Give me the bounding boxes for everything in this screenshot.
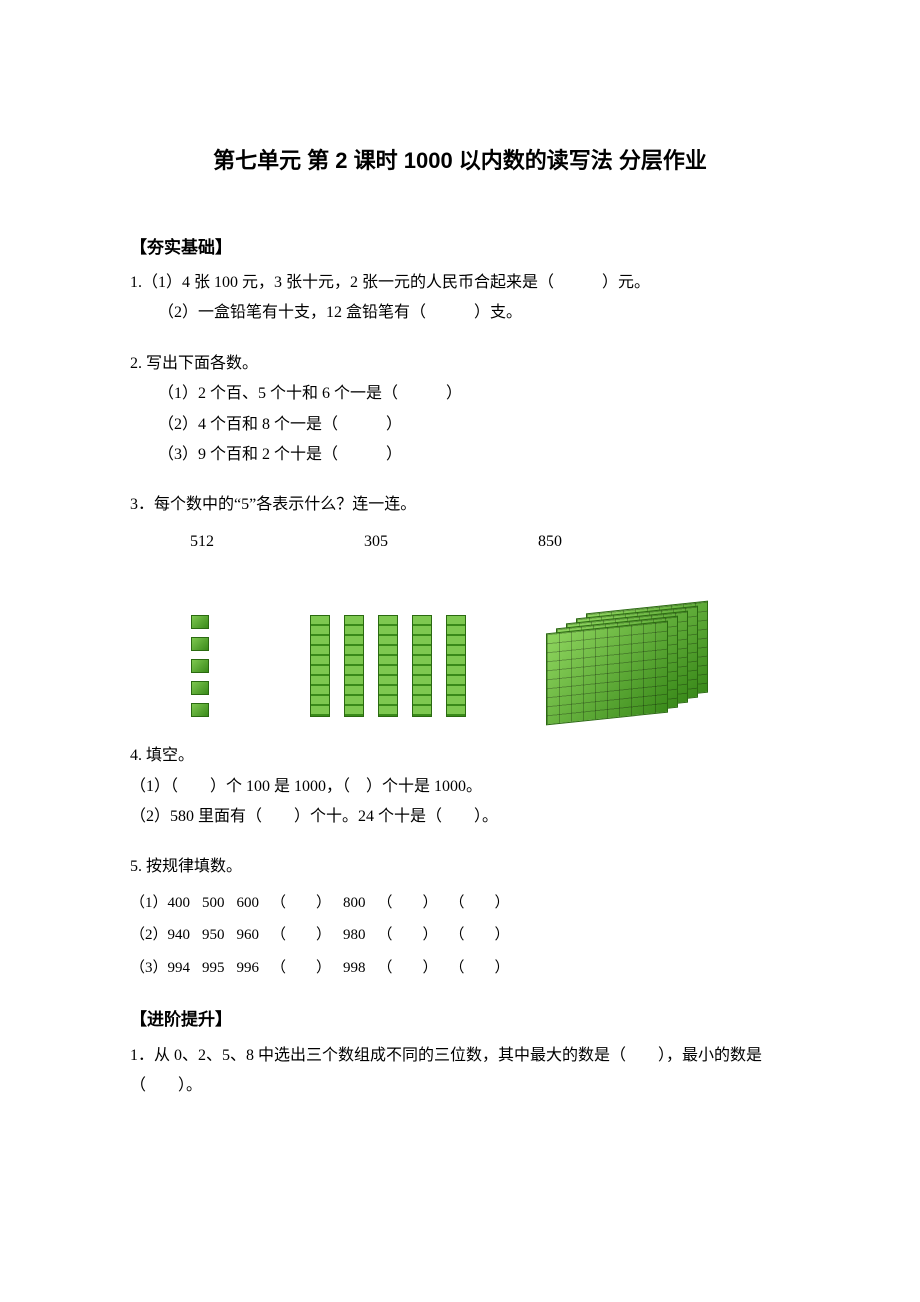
q5-row-2: （2）940 950 960 （ ） 980 （ ） （ ） bbox=[130, 919, 522, 952]
cell: （ ） bbox=[450, 919, 522, 952]
tens-rods-icon bbox=[310, 615, 466, 717]
q4-b: （2）580 里面有（ ）个十。24 个十是（ ）。 bbox=[130, 802, 790, 832]
q5-row-1: （1）400 500 600 （ ） 800 （ ） （ ） bbox=[130, 887, 522, 920]
ones-blocks-icon bbox=[170, 615, 230, 717]
q2-c: （3）9 个百和 2 个十是（ ） bbox=[130, 440, 790, 470]
cell: 600 bbox=[237, 887, 272, 920]
q1: 1.（1）4 张 100 元，3 张十元，2 张一元的人民币合起来是（ ）元。 … bbox=[130, 268, 790, 329]
cell: （ ） bbox=[271, 887, 343, 920]
cell: 960 bbox=[237, 919, 272, 952]
cell: （ ） bbox=[378, 919, 450, 952]
hundreds-flats-icon bbox=[546, 607, 716, 717]
section-head-foundation: 【夯实基础】 bbox=[130, 232, 790, 264]
q4-a: （1）（ ）个 100 是 1000，（ ）个十是 1000。 bbox=[130, 772, 790, 802]
cell: 980 bbox=[343, 919, 378, 952]
cell: （3）994 bbox=[130, 952, 202, 985]
cell: （1）400 bbox=[130, 887, 202, 920]
q2: 2. 写出下面各数。 （1）2 个百、5 个十和 6 个一是（ ） （2）4 个… bbox=[130, 349, 790, 471]
q3-num-305: 305 bbox=[364, 527, 388, 557]
cell: 800 bbox=[343, 887, 378, 920]
q2-a: （1）2 个百、5 个十和 6 个一是（ ） bbox=[130, 379, 790, 409]
cell: 500 bbox=[202, 887, 237, 920]
q1-1: 1.（1）4 张 100 元，3 张十元，2 张一元的人民币合起来是（ ）元。 bbox=[130, 268, 790, 298]
q3-num-512: 512 bbox=[190, 527, 214, 557]
q5-row-3: （3）994 995 996 （ ） 998 （ ） （ ） bbox=[130, 952, 522, 985]
cell: （ ） bbox=[378, 952, 450, 985]
q3-stem: 3．每个数中的“5”各表示什么？连一连。 bbox=[130, 490, 790, 520]
q2-b: （2）4 个百和 8 个一是（ ） bbox=[130, 410, 790, 440]
q3-num-850: 850 bbox=[538, 527, 562, 557]
section-head-advanced: 【进阶提升】 bbox=[130, 1004, 790, 1036]
q1-2: （2）一盒铅笔有十支，12 盒铅笔有（ ）支。 bbox=[130, 298, 790, 328]
cell: 998 bbox=[343, 952, 378, 985]
q4: 4. 填空。 （1）（ ）个 100 是 1000，（ ）个十是 1000。 （… bbox=[130, 741, 790, 832]
cell: 950 bbox=[202, 919, 237, 952]
cell: 996 bbox=[237, 952, 272, 985]
q3-numbers-row: 512 305 850 bbox=[130, 527, 790, 557]
cell: （ ） bbox=[271, 952, 343, 985]
cell: （ ） bbox=[271, 919, 343, 952]
cell: （ ） bbox=[378, 887, 450, 920]
q5: 5. 按规律填数。 （1）400 500 600 （ ） 800 （ ） （ ）… bbox=[130, 852, 790, 984]
page-title: 第七单元 第 2 课时 1000 以内数的读写法 分层作业 bbox=[130, 140, 790, 182]
q5-stem: 5. 按规律填数。 bbox=[130, 852, 790, 882]
cell: （2）940 bbox=[130, 919, 202, 952]
q3-images-row bbox=[130, 597, 790, 717]
s2-q1: 1．从 0、2、5、8 中选出三个数组成不同的三位数，其中最大的数是（ ），最小… bbox=[130, 1041, 790, 1102]
cell: 995 bbox=[202, 952, 237, 985]
q3: 3．每个数中的“5”各表示什么？连一连。 512 305 850 bbox=[130, 490, 790, 717]
q5-sequence-table: （1）400 500 600 （ ） 800 （ ） （ ） （2）940 95… bbox=[130, 887, 522, 985]
cell: （ ） bbox=[450, 952, 522, 985]
cell: （ ） bbox=[450, 887, 522, 920]
q2-stem: 2. 写出下面各数。 bbox=[130, 349, 790, 379]
q4-stem: 4. 填空。 bbox=[130, 741, 790, 771]
